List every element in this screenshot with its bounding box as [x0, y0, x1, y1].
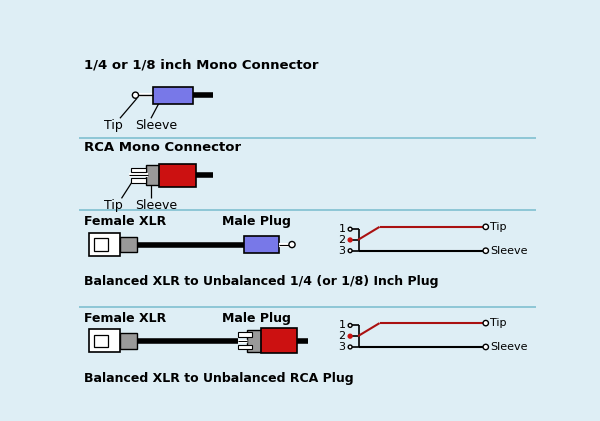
Bar [120, 237, 137, 252]
Text: RCA Mono Connector: RCA Mono Connector [84, 141, 241, 155]
Bar [238, 345, 252, 349]
Bar [89, 329, 120, 352]
Bar [152, 87, 193, 104]
Text: Sleeve: Sleeve [136, 199, 178, 212]
Circle shape [348, 345, 352, 349]
Text: Female XLR: Female XLR [84, 312, 167, 325]
Circle shape [133, 92, 139, 98]
Circle shape [348, 227, 352, 231]
Text: 1: 1 [338, 320, 346, 330]
Text: Sleeve: Sleeve [490, 342, 528, 352]
Bar [89, 233, 120, 256]
Circle shape [348, 249, 352, 253]
Text: Tip: Tip [490, 222, 507, 232]
Circle shape [483, 224, 488, 229]
Text: Sleeve: Sleeve [136, 119, 178, 132]
Text: Balanced XLR to Unbalanced RCA Plug: Balanced XLR to Unbalanced RCA Plug [84, 372, 354, 385]
Bar [94, 335, 107, 347]
Bar [146, 165, 159, 185]
Circle shape [483, 344, 488, 350]
Text: 1/4 or 1/8 inch Mono Connector: 1/4 or 1/8 inch Mono Connector [84, 58, 319, 71]
Text: Male Plug: Male Plug [222, 215, 291, 228]
Text: Tip: Tip [490, 318, 507, 328]
Bar [261, 328, 296, 353]
Text: Tip: Tip [104, 199, 123, 212]
Bar [158, 164, 196, 187]
Text: Female XLR: Female XLR [84, 215, 167, 228]
Bar [120, 333, 137, 349]
Circle shape [483, 248, 488, 253]
Bar [94, 238, 107, 251]
Bar [247, 330, 261, 352]
Text: 3: 3 [338, 246, 346, 256]
Circle shape [348, 334, 352, 338]
Bar [131, 168, 146, 172]
Text: 2: 2 [338, 331, 346, 341]
Bar [244, 236, 279, 253]
Circle shape [348, 323, 352, 328]
Text: 2: 2 [338, 235, 346, 245]
Circle shape [348, 238, 352, 242]
Circle shape [289, 242, 295, 248]
Text: 3: 3 [338, 342, 346, 352]
Text: Male Plug: Male Plug [222, 312, 291, 325]
Text: Sleeve: Sleeve [490, 246, 528, 256]
Text: Tip: Tip [104, 119, 123, 132]
Text: 1: 1 [338, 224, 346, 234]
Bar [131, 179, 146, 183]
Bar [238, 332, 252, 337]
Text: Balanced XLR to Unbalanced 1/4 (or 1/8) Inch Plug: Balanced XLR to Unbalanced 1/4 (or 1/8) … [84, 275, 439, 288]
Circle shape [483, 320, 488, 326]
